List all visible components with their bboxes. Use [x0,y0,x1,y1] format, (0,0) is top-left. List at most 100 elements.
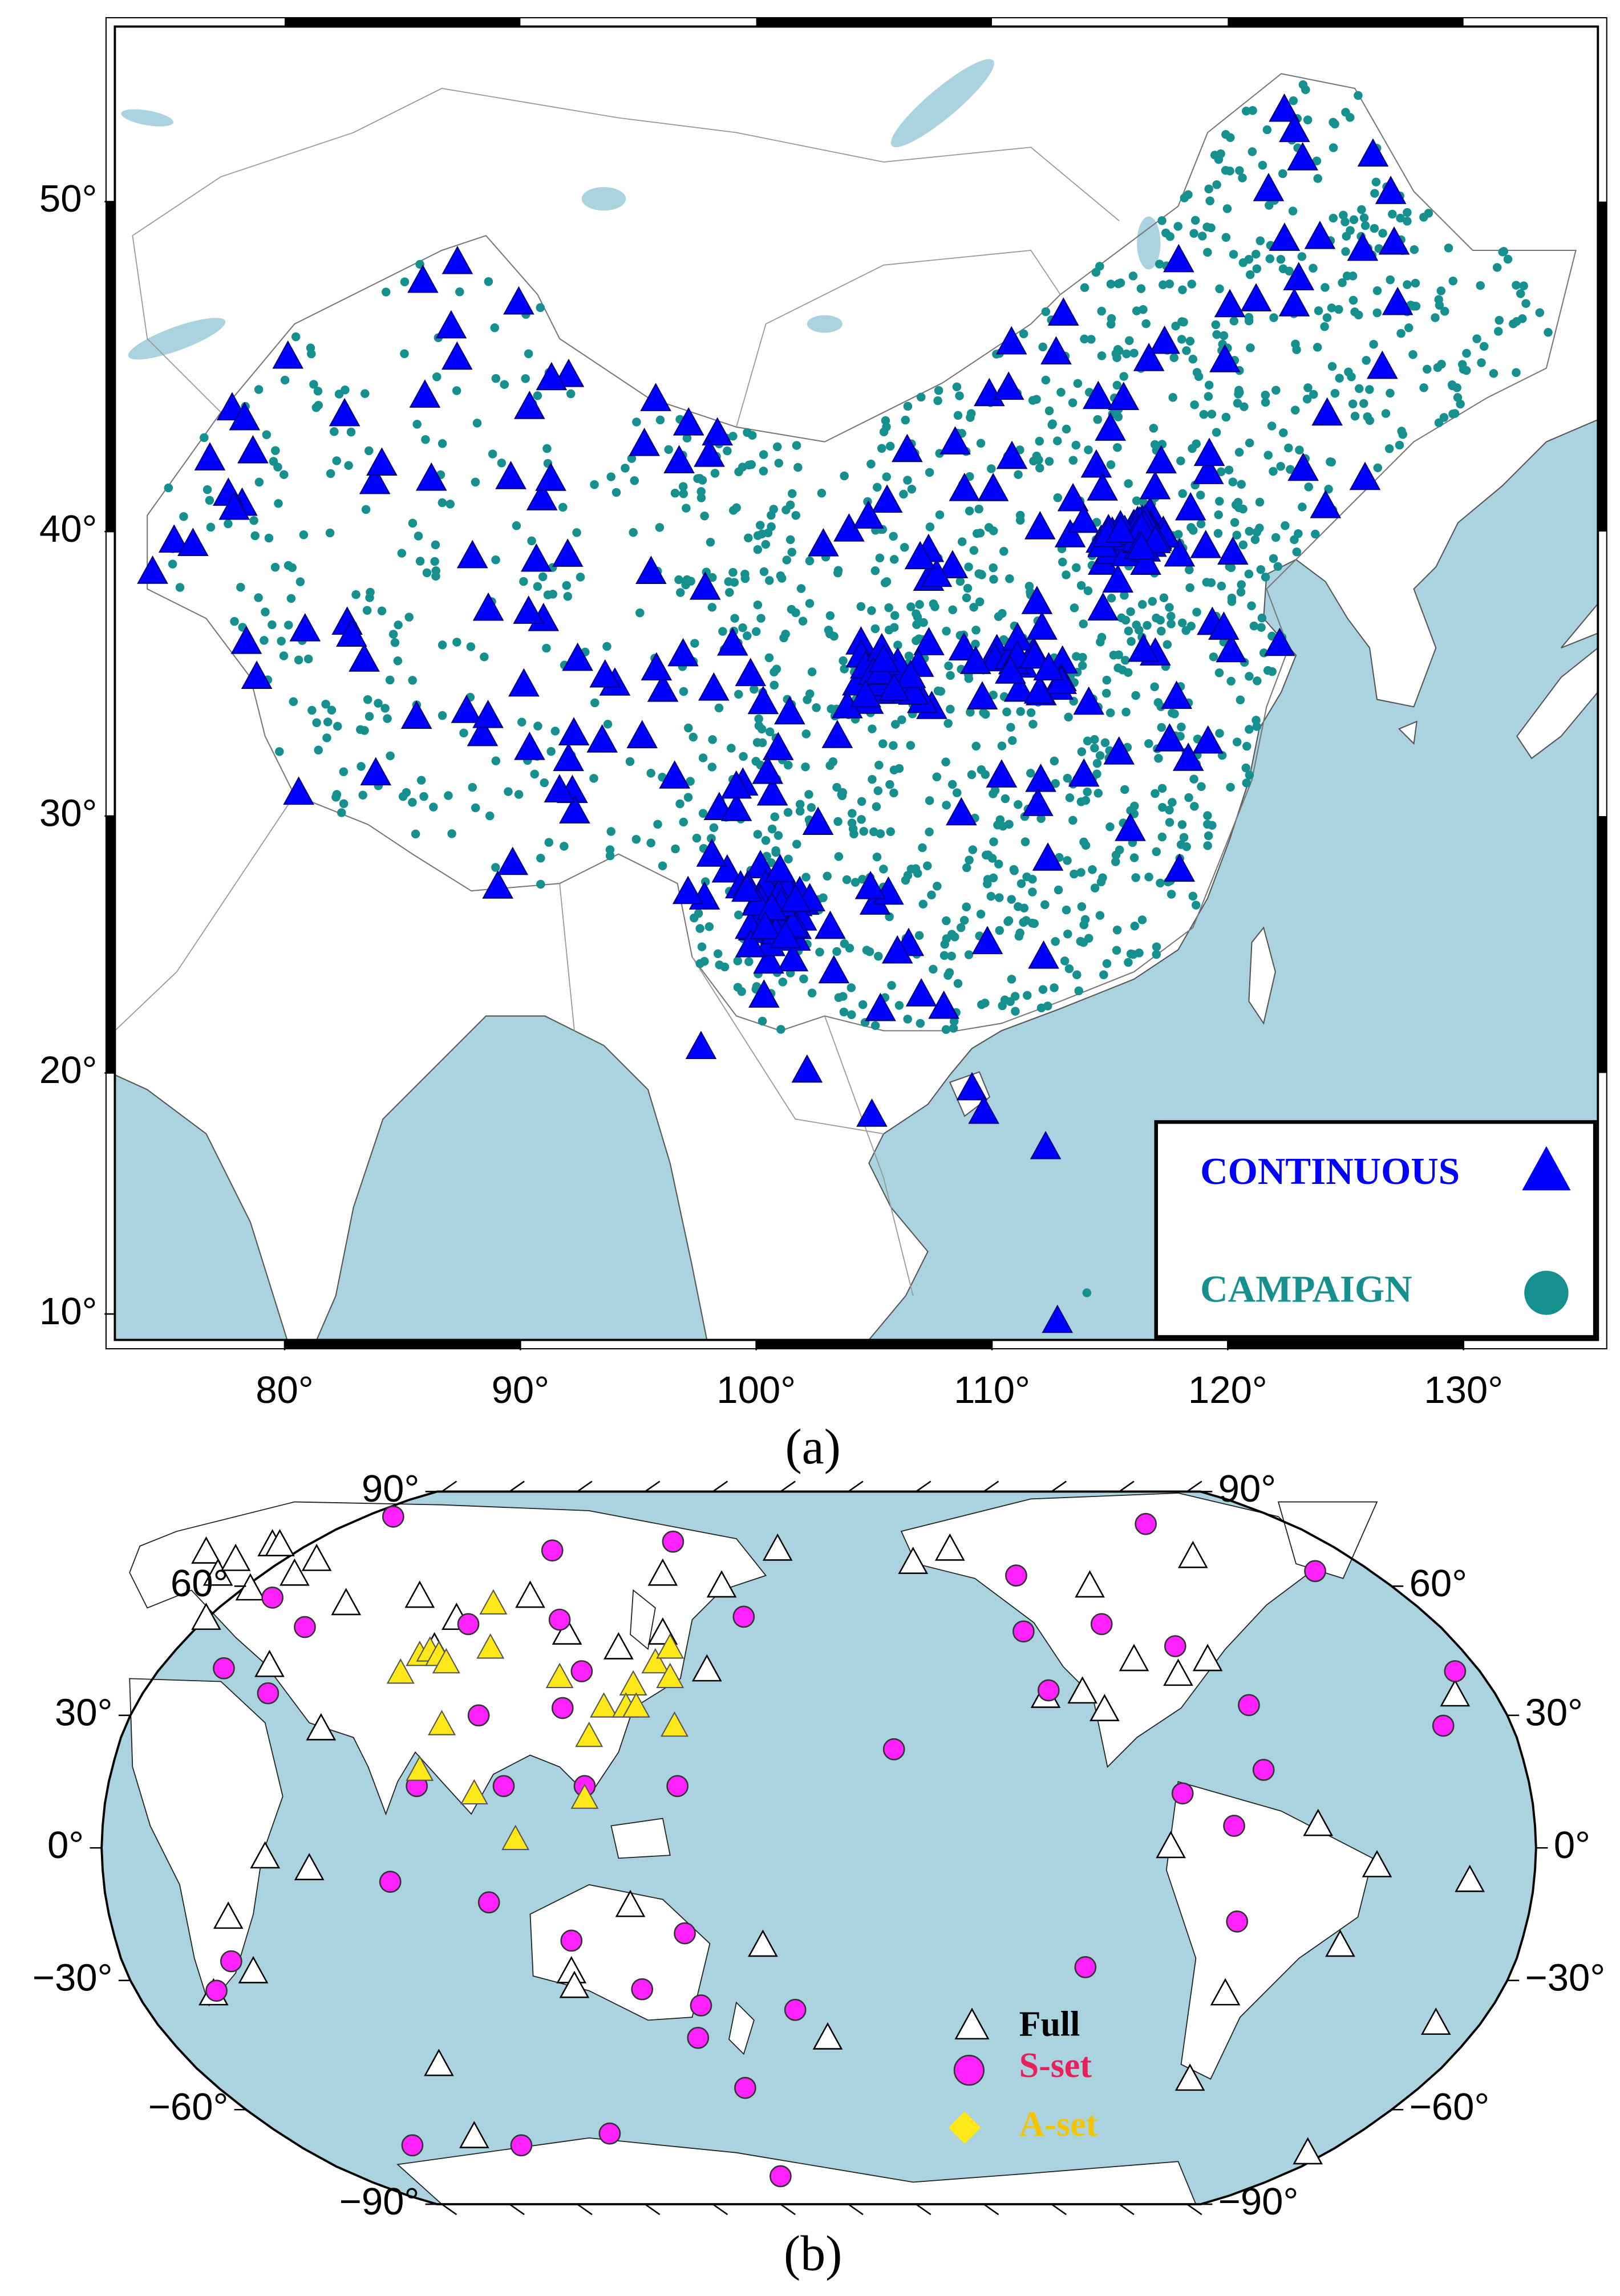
campaign-station [874,760,884,770]
lon-tick [916,1480,932,1492]
continuous-station [400,700,432,729]
campaign-station [1312,156,1322,166]
full-station [254,1649,285,1677]
campaign-station [968,845,978,854]
campaign-station [339,799,349,808]
campaign-station [491,863,500,872]
y-tick-label: −60° [148,2086,229,2128]
campaign-station [904,651,914,661]
campaign-station [966,708,975,717]
continuous-station [1287,452,1319,481]
campaign-station [260,636,269,645]
s-set-station [401,2134,424,2157]
campaign-station [856,602,866,611]
continuous-station [472,592,504,621]
campaign-station [1235,166,1244,175]
y-tick-label: −30° [33,1956,113,1999]
s-set-station [662,1530,685,1553]
campaign-station [1440,307,1449,316]
campaign-station [377,606,387,616]
campaign-station [1253,676,1262,685]
y-tick-label: 0° [47,1824,84,1867]
campaign-station [1228,477,1237,486]
continent [129,1678,284,2007]
campaign-station [834,993,844,1003]
campaign-station [1114,650,1123,659]
x-tick-label: 120° [1188,1369,1267,1411]
campaign-station [989,575,998,584]
campaign-station [1121,707,1131,717]
continuous-station [956,1072,988,1101]
campaign-station [422,568,432,578]
campaign-station [1167,890,1176,899]
legend-label: CONTINUOUS [1200,1150,1460,1192]
campaign-station [729,506,738,515]
campaign-station [438,439,447,448]
campaign-station [1213,529,1223,538]
continuous-station [1057,482,1089,512]
campaign-station [725,588,734,597]
campaign-station [1090,743,1099,753]
campaign-station [1132,496,1141,505]
continuous-station [472,699,504,728]
campaign-station [1241,763,1250,773]
full-station [647,1558,678,1586]
campaign-station [1113,279,1123,289]
campaign-station [875,553,885,563]
continuous-station [1208,611,1240,640]
campaign-station [1158,802,1167,812]
campaign-station [471,477,480,487]
continuous-station [562,642,593,671]
campaign-station [1303,383,1313,392]
campaign-station [1278,169,1287,179]
campaign-station [989,789,998,798]
campaign-station [946,704,955,714]
continuous-station [641,652,673,681]
campaign-station [1436,286,1446,295]
campaign-station [696,487,706,496]
continuous-station [229,401,261,431]
campaign-station [429,802,438,812]
continuous-station [520,543,552,572]
campaign-station [1014,470,1023,479]
campaign-station [1077,902,1087,911]
campaign-station [1190,802,1199,811]
campaign-station [361,389,370,398]
campaign-station [783,808,793,817]
campaign-station [753,830,763,839]
continuous-station [1367,350,1398,379]
s-set-station [261,1586,284,1609]
campaign-station [364,712,374,721]
full-station [1303,1808,1334,1836]
continuous-station [815,910,846,939]
continuous-station [497,846,529,875]
campaign-station [351,590,361,599]
campaign-station [1255,524,1264,533]
full-station [559,1970,590,1998]
campaign-station [1079,619,1088,628]
campaign-station [1003,917,1012,926]
continuous-station [1105,514,1137,543]
campaign-station [857,797,866,806]
campaign-station [695,924,704,933]
a-set-station [590,1692,618,1718]
campaign-station [1314,306,1323,315]
campaign-station [965,506,974,516]
campaign-station [778,977,787,987]
campaign-station [1204,380,1214,390]
campaign-station [1297,252,1307,261]
campaign-station [321,699,330,709]
campaign-station [686,577,695,586]
campaign-station [295,577,305,586]
campaign-station [1077,747,1087,756]
campaign-station [1170,709,1179,719]
continuous-station [1030,1130,1062,1159]
y-tick-label: −90° [339,2180,420,2223]
campaign-station [987,464,996,473]
campaign-station [796,584,806,593]
campaign-station [1179,833,1189,842]
campaign-station [710,469,720,478]
campaign-station [925,522,935,532]
campaign-station [1221,233,1231,242]
campaign-station [743,631,752,640]
